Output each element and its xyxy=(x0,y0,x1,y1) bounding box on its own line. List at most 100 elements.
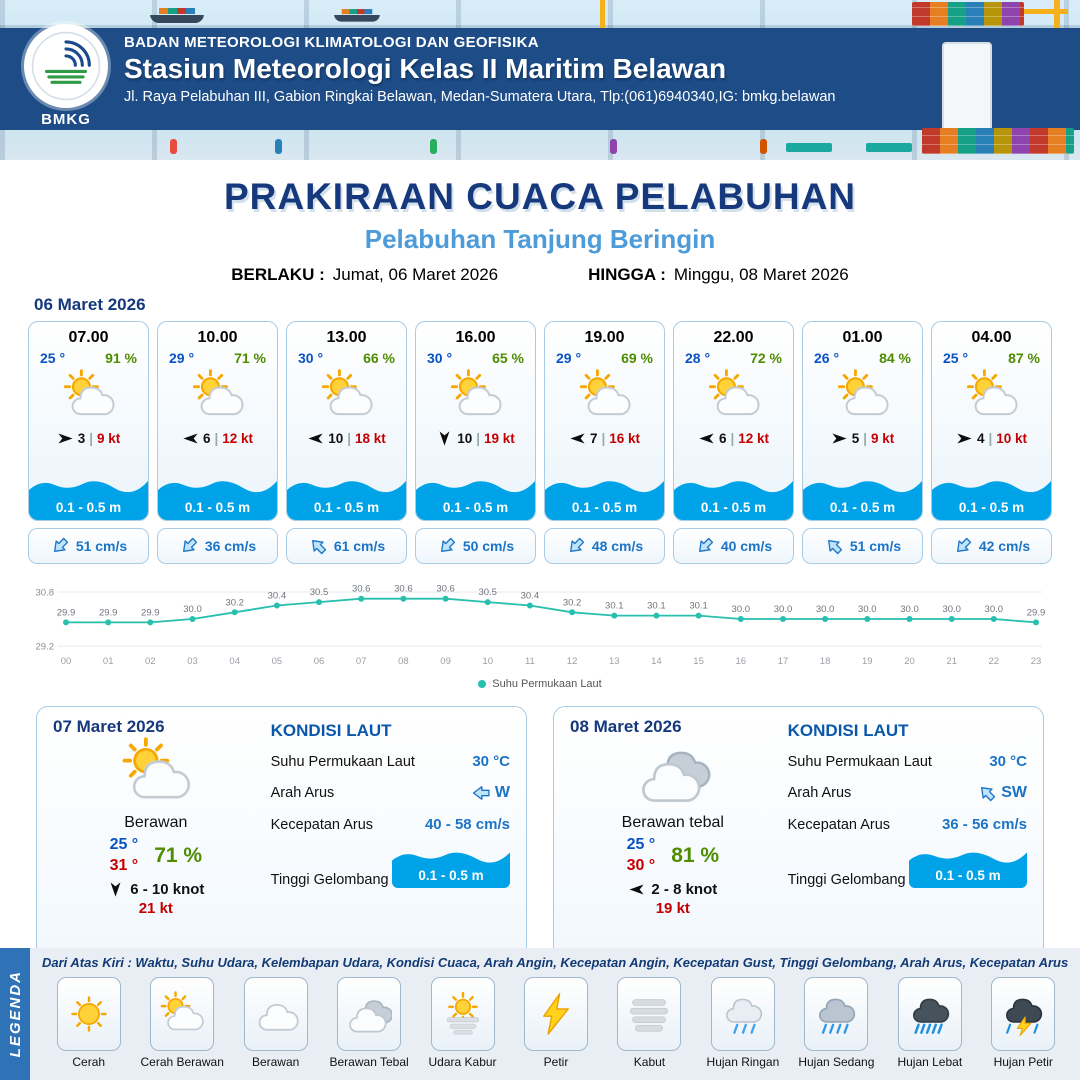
wind-range: 2 - 8 knot xyxy=(651,880,718,898)
legend-strip: LEGENDA xyxy=(0,948,30,1080)
hourly-forecast-card: 07.00 25 ° 91 % 3 | 9 kt 0.1 - 0.5 m xyxy=(28,321,149,564)
weather-icon xyxy=(416,366,535,426)
current-speed-label: Kecepatan Arus xyxy=(787,816,891,833)
weather-icon xyxy=(287,366,406,426)
wave-height: 0.1 - 0.5 m xyxy=(958,500,1025,515)
valid-until-value: Minggu, 08 Maret 2026 xyxy=(673,265,849,284)
svg-text:11: 11 xyxy=(525,656,535,667)
legend-label: Hujan Sedang xyxy=(798,1055,875,1069)
daily-date: 07 Maret 2026 xyxy=(53,717,165,736)
hourly-forecast-card: 19.00 29 ° 69 % 7 | 16 kt 0.1 - 0.5 m xyxy=(544,321,665,564)
sea-conditions-title: KONDISI LAUT xyxy=(787,721,909,740)
current-box: 50 cm/s xyxy=(415,528,536,564)
wind-speed: 7 xyxy=(589,430,598,446)
bmkg-logo: BMKG xyxy=(20,24,112,128)
forecast-time: 16.00 xyxy=(455,329,496,346)
forecast-time: 19.00 xyxy=(584,329,625,346)
legend-weather-icon xyxy=(533,991,579,1037)
legend-item: Hujan Lebat xyxy=(883,977,976,1076)
wind-row: 10 | 19 kt xyxy=(416,426,535,450)
svg-text:30.0: 30.0 xyxy=(732,604,751,615)
air-temperature: 29 ° xyxy=(169,350,195,366)
air-temperature: 25 ° xyxy=(943,350,969,366)
sea-conditions-title: KONDISI LAUT xyxy=(270,721,392,740)
weather-icon xyxy=(545,366,664,426)
svg-text:30.1: 30.1 xyxy=(605,601,624,612)
wind-speed: 6 xyxy=(718,430,727,446)
wave-icon xyxy=(932,481,1051,520)
hourly-card-body: 19.00 29 ° 69 % 7 | 16 kt 0.1 - 0.5 m xyxy=(544,321,665,521)
wave-icon xyxy=(29,481,148,520)
svg-text:05: 05 xyxy=(272,656,283,667)
svg-text:29.9: 29.9 xyxy=(57,607,76,618)
svg-text:12: 12 xyxy=(567,656,578,667)
wave-height-band: 0.1 - 0.5 m xyxy=(29,474,148,520)
legend-item: Hujan Sedang xyxy=(790,977,883,1076)
current-direction-icon xyxy=(973,779,1001,807)
svg-text:20: 20 xyxy=(904,656,915,667)
svg-text:30.0: 30.0 xyxy=(942,604,961,615)
bmkg-logo-emblem xyxy=(24,24,108,108)
gust-speed: 18 kt xyxy=(355,430,386,446)
weather-icon xyxy=(112,737,200,814)
legend-weather-icon xyxy=(440,991,486,1037)
legend-title: LEGENDA xyxy=(6,970,24,1058)
temps-row: 25 ° 31 ° 71 % xyxy=(110,835,203,877)
current-direction-icon xyxy=(562,532,590,560)
crane-arm-icon xyxy=(996,9,1068,14)
wind-speed: 3 xyxy=(77,430,86,446)
daily-row: 07 Maret 2026 Berawan 25 ° 31 ° 71 % 6 -… xyxy=(36,706,1044,958)
svg-text:30.0: 30.0 xyxy=(183,604,202,615)
wind-row: 6 - 10 knot xyxy=(107,881,204,898)
svg-text:29.9: 29.9 xyxy=(99,607,118,618)
svg-text:30.5: 30.5 xyxy=(310,587,329,598)
svg-text:30.4: 30.4 xyxy=(521,591,540,602)
container-stack xyxy=(922,128,1074,154)
separator: | xyxy=(988,430,993,446)
svg-text:30.6: 30.6 xyxy=(436,584,455,595)
temp-humidity-row: 26 ° 84 % xyxy=(803,350,922,366)
bench xyxy=(786,143,832,152)
weather-condition: Berawan xyxy=(124,814,188,831)
temp-min: 25 ° xyxy=(626,836,656,853)
svg-text:30.1: 30.1 xyxy=(647,601,666,612)
current-speed: 36 cm/s xyxy=(204,538,257,554)
humidity: 71 % xyxy=(234,350,266,366)
wave-icon xyxy=(909,852,1027,888)
hourly-card-body: 13.00 30 ° 66 % 10 | 18 kt 0.1 - 0.5 m xyxy=(286,321,407,521)
gust-speed: 12 kt xyxy=(738,430,770,446)
hourly-forecast-card: 22.00 28 ° 72 % 6 | 12 kt 0.1 - 0.5 m xyxy=(673,321,794,564)
wave-height-band: 0.1 - 0.5 m xyxy=(932,474,1051,520)
legend-weather-icon xyxy=(253,991,299,1037)
current-direction-row: Arah Arus W xyxy=(271,783,510,803)
hourly-forecast-card: 16.00 30 ° 65 % 10 | 19 kt 0.1 - 0.5 m xyxy=(415,321,536,564)
wave-height: 0.1 - 0.5 m xyxy=(55,500,122,515)
crane-icon xyxy=(600,0,605,28)
svg-text:02: 02 xyxy=(145,656,156,667)
separator: | xyxy=(214,430,219,446)
gust-speed: 19 kt xyxy=(484,430,515,446)
current-box: 40 cm/s xyxy=(673,528,794,564)
legend-weather-icon xyxy=(1000,991,1046,1037)
wind-direction-icon xyxy=(436,430,453,447)
air-temperature: 30 ° xyxy=(298,350,324,366)
svg-text:03: 03 xyxy=(187,656,198,667)
svg-text:30.0: 30.0 xyxy=(774,604,793,615)
legend-icon-box xyxy=(243,977,308,1051)
wind-row: 2 - 8 knot xyxy=(628,881,717,898)
legend-label: Hujan Petir xyxy=(993,1055,1053,1069)
wave-icon xyxy=(287,481,406,520)
legend-icon-box xyxy=(150,977,215,1051)
wave-height-row: Tinggi Gelombang 0.1 - 0.5 m xyxy=(788,846,1027,888)
forecast-date: 06 Maret 2026 xyxy=(34,295,146,314)
svg-text:30.2: 30.2 xyxy=(225,597,244,608)
humidity: 84 % xyxy=(879,350,911,366)
humidity: 66 % xyxy=(363,350,395,366)
wind-direction-icon xyxy=(57,430,74,447)
container-stack xyxy=(912,2,1024,26)
station-address: Jl. Raya Pelabuhan III, Gabion Ringkai B… xyxy=(124,89,836,105)
validity-row: BERLAKU : Jumat, 06 Maret 2026 HINGGA : Mi… xyxy=(0,265,1080,285)
svg-text:19: 19 xyxy=(862,656,873,667)
weather-icon xyxy=(674,366,793,426)
sea-conditions: KONDISI LAUT Suhu Permukaan Laut 30 °C A… xyxy=(271,717,510,947)
